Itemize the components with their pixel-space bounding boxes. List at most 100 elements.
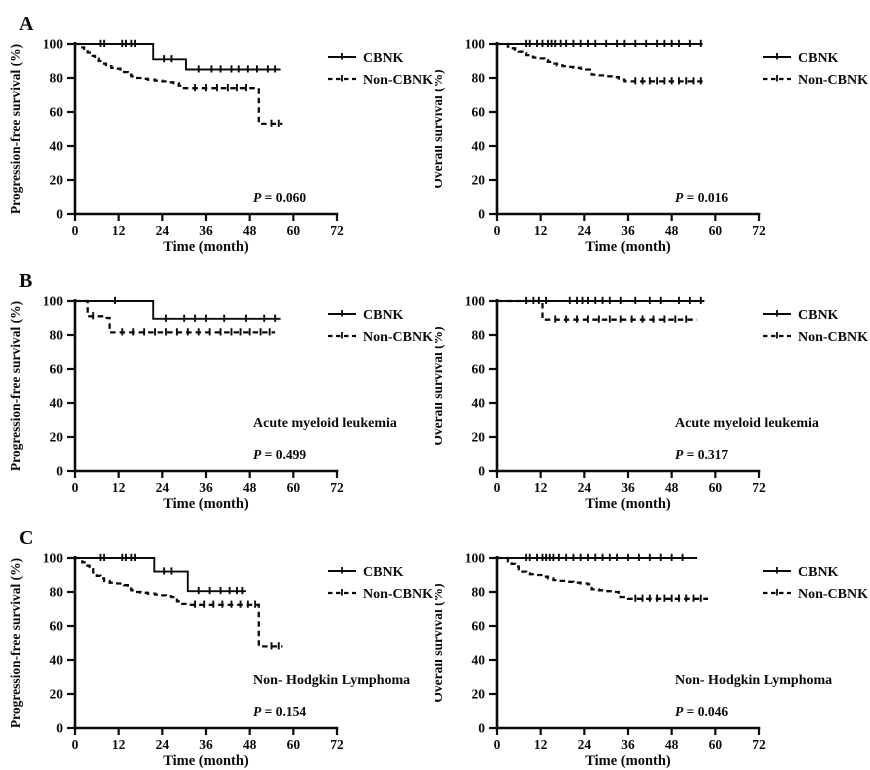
y-tick-label: 20 <box>50 430 64 445</box>
x-tick-label: 36 <box>621 223 635 238</box>
y-tick-label: 40 <box>472 653 486 668</box>
x-tick-label: 48 <box>665 737 679 752</box>
x-axis-title: Time (month) <box>585 239 671 255</box>
legend-label: CBNK <box>363 308 404 323</box>
x-tick-label: 48 <box>665 480 679 495</box>
annotation-label: Non- Hodgkin Lymphoma <box>675 673 832 688</box>
legend-label: CBNK <box>798 565 839 580</box>
y-tick-label: 0 <box>56 464 63 479</box>
censor-ticks-Non-CBNK <box>92 312 271 336</box>
panel-letter: C <box>19 527 33 549</box>
x-tick-label: 12 <box>534 223 548 238</box>
curve-CBNK <box>75 557 246 593</box>
panel-b-overall-survival: 0 20 40 60 80 100 0 12 24 36 48 60 72 Time (month) Ove… <box>435 294 868 513</box>
annotation-label: Acute myeloid leukemia <box>675 416 819 431</box>
x-axis-title: Time (month) <box>585 496 671 512</box>
censor-ticks-CBNK <box>114 296 277 322</box>
x-tick-label: 36 <box>199 223 213 238</box>
y-tick-label: 60 <box>50 105 64 120</box>
y-tick-label: 100 <box>43 294 64 309</box>
censor-ticks-Non-CBNK <box>554 315 688 323</box>
y-tick-label: 60 <box>50 362 64 377</box>
x-tick-label: 24 <box>578 223 592 238</box>
y-tick-label: 80 <box>50 328 64 343</box>
y-tick-label: 40 <box>472 139 486 154</box>
y-tick-label: 20 <box>472 687 486 702</box>
y-tick-label: 0 <box>56 721 63 736</box>
y-tick-label: 80 <box>50 71 64 86</box>
x-tick-label: 48 <box>243 223 257 238</box>
curve-Non-CBNK <box>75 556 283 648</box>
y-axis-title: Progression-free survival (%) <box>8 44 23 214</box>
x-tick-label: 60 <box>287 737 301 752</box>
panel-letter: B <box>19 270 32 292</box>
x-tick-label: 12 <box>112 223 126 238</box>
x-tick-label: 0 <box>72 223 79 238</box>
y-tick-label: 20 <box>472 173 486 188</box>
y-tick-label: 40 <box>50 139 64 154</box>
y-tick-label: 100 <box>465 37 486 52</box>
y-tick-label: 60 <box>472 362 486 377</box>
y-tick-label: 100 <box>43 551 64 566</box>
curve-Non-CBNK <box>497 42 705 83</box>
p-value-label: P = 0.317 <box>675 447 728 462</box>
y-tick-label: 60 <box>472 619 486 634</box>
x-tick-label: 12 <box>112 480 126 495</box>
legend-label: CBNK <box>798 51 839 66</box>
y-axis-title: Overall survival (%) <box>435 583 445 702</box>
legend-label: Non-CBNK <box>363 587 433 602</box>
x-tick-label: 36 <box>621 480 635 495</box>
y-tick-label: 0 <box>478 207 485 222</box>
x-tick-label: 24 <box>156 223 170 238</box>
x-tick-label: 24 <box>156 480 170 495</box>
y-tick-label: 80 <box>472 71 486 86</box>
y-tick-label: 100 <box>465 294 486 309</box>
x-tick-label: 60 <box>709 737 723 752</box>
censor-ticks-CBNK <box>525 296 702 304</box>
x-tick-label: 60 <box>709 223 723 238</box>
p-value-label: P = 0.046 <box>675 704 728 719</box>
y-tick-label: 40 <box>50 653 64 668</box>
x-tick-label: 48 <box>243 480 257 495</box>
legend-label: CBNK <box>363 565 404 580</box>
x-tick-label: 72 <box>330 480 344 495</box>
y-tick-label: 80 <box>50 585 64 600</box>
censor-ticks-Non-CBNK <box>194 600 280 650</box>
x-axis-title: Time (month) <box>163 239 249 255</box>
x-tick-label: 36 <box>199 737 213 752</box>
x-tick-label: 24 <box>578 480 592 495</box>
y-axis-title: Overall survival (%) <box>435 326 445 445</box>
curve-CBNK <box>75 43 281 71</box>
panel-a-pfs-chart: A 0 20 40 60 80 100 0 12 24 36 48 60 72 Time (month) Pr… <box>0 0 435 257</box>
curve-Non-CBNK <box>497 556 709 600</box>
panel-b-os-chart: 0 20 40 60 80 100 0 12 24 36 48 60 72 Time (month) Ove… <box>435 257 870 514</box>
x-tick-label: 36 <box>199 480 213 495</box>
censor-ticks-CBNK <box>99 39 277 73</box>
legend-label: Non-CBNK <box>798 73 868 88</box>
y-tick-label: 20 <box>472 430 486 445</box>
x-tick-label: 12 <box>534 737 548 752</box>
x-axis-title: Time (month) <box>585 753 671 769</box>
y-tick-label: 20 <box>50 173 64 188</box>
censor-ticks-Non-CBNK <box>634 594 702 602</box>
y-axis-title: Progression-free survival (%) <box>8 301 23 471</box>
annotation-label: Acute myeloid leukemia <box>253 416 397 431</box>
legend-label: Non-CBNK <box>363 330 433 345</box>
y-tick-label: 80 <box>472 328 486 343</box>
x-tick-label: 48 <box>665 223 679 238</box>
panel-b-pfs-chart: B 0 20 40 60 80 100 0 12 24 36 48 60 72 Time (month) Pr… <box>0 257 435 514</box>
x-axis-title: Time (month) <box>163 753 249 769</box>
curve-CBNK <box>75 300 281 320</box>
panel-c-os-chart: 0 20 40 60 80 100 0 12 24 36 48 60 72 Time (month) Ove… <box>435 514 870 770</box>
p-value-label: P = 0.499 <box>253 447 306 462</box>
x-axis-title: Time (month) <box>163 496 249 512</box>
x-tick-label: 0 <box>494 480 501 495</box>
legend-label: Non-CBNK <box>798 587 868 602</box>
panel-b-progression-free-survival: B 0 20 40 60 80 100 0 12 24 36 48 60 72 Time (month) Pr… <box>8 270 433 512</box>
x-tick-label: 0 <box>494 737 501 752</box>
panel-c-pfs-chart: C 0 20 40 60 80 100 0 12 24 36 48 60 72 Time (month) Pr… <box>0 514 435 770</box>
panel-a-overall-survival: 0 20 40 60 80 100 0 12 24 36 48 60 72 Time (month) Ove… <box>435 37 868 256</box>
y-tick-label: 40 <box>472 396 486 411</box>
y-tick-label: 60 <box>472 105 486 120</box>
